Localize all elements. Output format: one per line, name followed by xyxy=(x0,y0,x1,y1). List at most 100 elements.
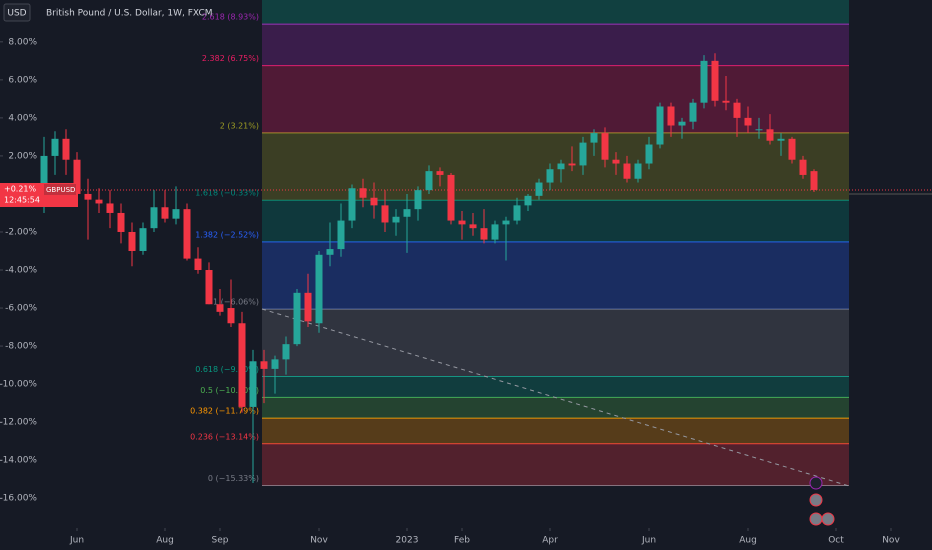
candle-body xyxy=(766,129,774,141)
candle-body xyxy=(755,129,763,131)
fib-band xyxy=(262,443,849,486)
y-tick-label: -16.00% xyxy=(0,494,37,504)
x-tick-label: Jun xyxy=(641,536,656,546)
y-tick-label: -8.00% xyxy=(5,342,37,352)
candle-body xyxy=(788,138,796,160)
candle-body xyxy=(271,359,279,369)
candle-body xyxy=(172,209,180,219)
candle-body xyxy=(359,188,367,198)
fib-label: 2.382 (6.75%) xyxy=(202,54,259,63)
candle-body xyxy=(381,205,389,223)
y-tick-label: 2.00% xyxy=(8,151,37,161)
currency-box[interactable] xyxy=(3,3,31,22)
candle-body xyxy=(150,207,158,229)
x-tick-label: Oct xyxy=(828,536,844,546)
x-tick-label: Aug xyxy=(739,536,757,546)
y-tick-label: -2.00% xyxy=(5,227,37,237)
candle-body xyxy=(337,220,345,250)
y-tick-label: -10.00% xyxy=(0,380,37,390)
event-icon[interactable] xyxy=(821,512,835,526)
candle-body xyxy=(183,209,191,259)
fib-label: 0 (−15.33%) xyxy=(208,474,259,483)
x-tick-label: Nov xyxy=(882,536,900,546)
candle-body xyxy=(502,220,510,225)
candle-body xyxy=(535,182,543,196)
fib-band xyxy=(262,241,849,310)
event-icon[interactable] xyxy=(809,512,823,526)
candle-body xyxy=(678,121,686,126)
candle-body xyxy=(436,171,444,175)
y-tick-label: -4.00% xyxy=(5,266,37,276)
candle-body xyxy=(238,323,246,407)
candle-body xyxy=(260,361,268,369)
candle-body xyxy=(524,195,532,206)
candle-body xyxy=(348,188,356,221)
candle-body xyxy=(601,133,609,160)
fib-band xyxy=(262,24,849,66)
symbol-tag xyxy=(44,184,76,195)
candle-body xyxy=(480,228,488,240)
candle-body xyxy=(634,163,642,179)
candle-body xyxy=(590,133,598,143)
candle-body xyxy=(711,60,719,101)
candle-body xyxy=(117,212,125,232)
candle-body xyxy=(249,361,257,407)
y-tick-label: -14.00% xyxy=(0,456,37,466)
candle-body xyxy=(414,190,422,210)
fib-label: 0.618 (−9.60%) xyxy=(195,365,259,374)
candle-body xyxy=(557,163,565,170)
candle-body xyxy=(392,216,400,223)
fib-band xyxy=(262,376,849,398)
event-icon[interactable] xyxy=(809,493,823,507)
y-tick-label: -6.00% xyxy=(5,304,37,314)
x-tick-label: Jun xyxy=(69,536,84,546)
candle-body xyxy=(370,197,378,206)
candle-body xyxy=(777,138,785,141)
fib-label: 1.618 (−0.33%) xyxy=(195,189,259,198)
currency: USD xyxy=(7,9,26,19)
fib-band xyxy=(262,309,849,377)
candle-body xyxy=(810,171,818,190)
candle-body xyxy=(128,231,136,251)
candle-body xyxy=(304,292,312,322)
candle-body xyxy=(623,163,631,179)
candle-body xyxy=(139,228,147,251)
candle-body xyxy=(51,138,59,156)
candle-body xyxy=(667,106,675,126)
candle-body xyxy=(95,199,103,204)
candle-body xyxy=(799,159,807,175)
candle-body xyxy=(40,155,48,204)
x-tick-label: 2023 xyxy=(396,536,419,546)
candle-body xyxy=(645,144,653,164)
candle-body xyxy=(733,102,741,118)
candle-body xyxy=(73,159,81,194)
candle-body xyxy=(722,100,730,103)
axes: 8.00% 6.00% 4.00% 2.00% -2.00% -4.00% -6.00% -8… xyxy=(0,37,900,546)
x-tick-label: Nov xyxy=(310,536,328,546)
symbol: GBPUSD xyxy=(46,186,75,194)
candle-body xyxy=(194,258,202,271)
price-change: +0.21% xyxy=(4,185,37,194)
fib-label: 1.382 (−2.52%) xyxy=(195,230,259,239)
price-countdown: 12:45:54 xyxy=(4,196,40,205)
fib-label: 0.5 (−10.70%) xyxy=(200,386,259,395)
candle-body xyxy=(513,205,521,221)
candle-body xyxy=(106,203,114,213)
candle-body xyxy=(326,249,334,255)
candle-body xyxy=(744,117,752,126)
candle-body xyxy=(469,224,477,229)
candles xyxy=(40,53,818,483)
candle-body xyxy=(491,224,499,240)
candle-body xyxy=(282,344,290,360)
fib-band xyxy=(262,200,849,242)
candle-body xyxy=(568,163,576,166)
candle-body xyxy=(612,159,620,164)
candle-body xyxy=(62,138,70,160)
chart-title: British Pound / U.S. Dollar, 1W, FXCM xyxy=(46,9,213,19)
x-tick-label: Feb xyxy=(454,536,470,546)
event-icon[interactable] xyxy=(809,476,823,490)
candle-body xyxy=(447,174,455,221)
x-tick-label: Apr xyxy=(542,536,558,546)
